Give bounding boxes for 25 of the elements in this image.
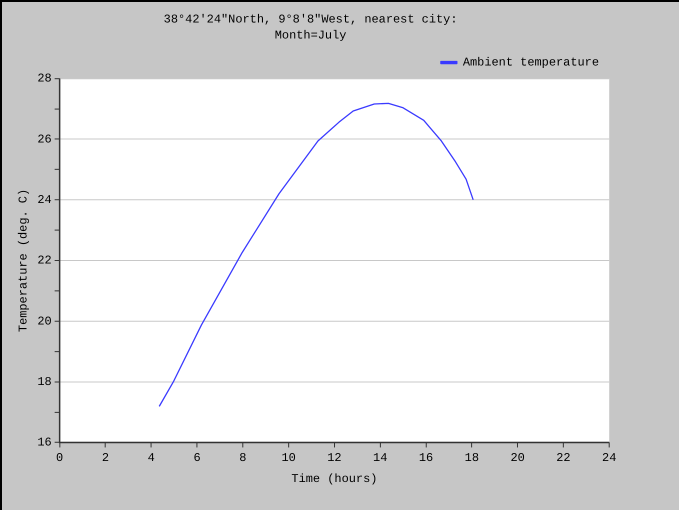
x-tick-label: 6 xyxy=(193,450,201,465)
x-tick-label: 16 xyxy=(418,450,434,465)
legend-label: Ambient temperature xyxy=(462,56,600,70)
x-tick-label: 14 xyxy=(373,450,388,465)
x-tick-label: 4 xyxy=(148,450,155,465)
y-tick-label: 22 xyxy=(37,254,52,268)
x-tick-label: 12 xyxy=(327,450,342,465)
chart-title: 38°42′24"North, 9°8′8"West, nearest city: xyxy=(164,12,458,26)
y-tick-label: 18 xyxy=(37,374,52,389)
x-tick-label: 2 xyxy=(102,450,110,465)
x-tick-label: 24 xyxy=(602,450,616,465)
x-tick-label: 10 xyxy=(281,450,296,465)
x-tick-label: 18 xyxy=(464,450,479,465)
y-tick-label: 20 xyxy=(37,314,52,328)
y-tick-label: 16 xyxy=(37,436,52,450)
y-tick-label: 24 xyxy=(37,192,52,207)
x-tick-label: 20 xyxy=(510,450,525,465)
y-tick-label: 26 xyxy=(37,132,52,146)
x-tick-label: 8 xyxy=(239,450,246,465)
y-axis-title: Temperature (deg. C) xyxy=(16,188,30,332)
x-tick-label: 22 xyxy=(556,450,571,465)
x-axis-title: Time (hours) xyxy=(291,472,378,486)
x-tick-label: 0 xyxy=(56,450,64,465)
chart-subtitle: Month=July xyxy=(274,28,346,43)
y-tick-label: 28 xyxy=(37,72,52,86)
